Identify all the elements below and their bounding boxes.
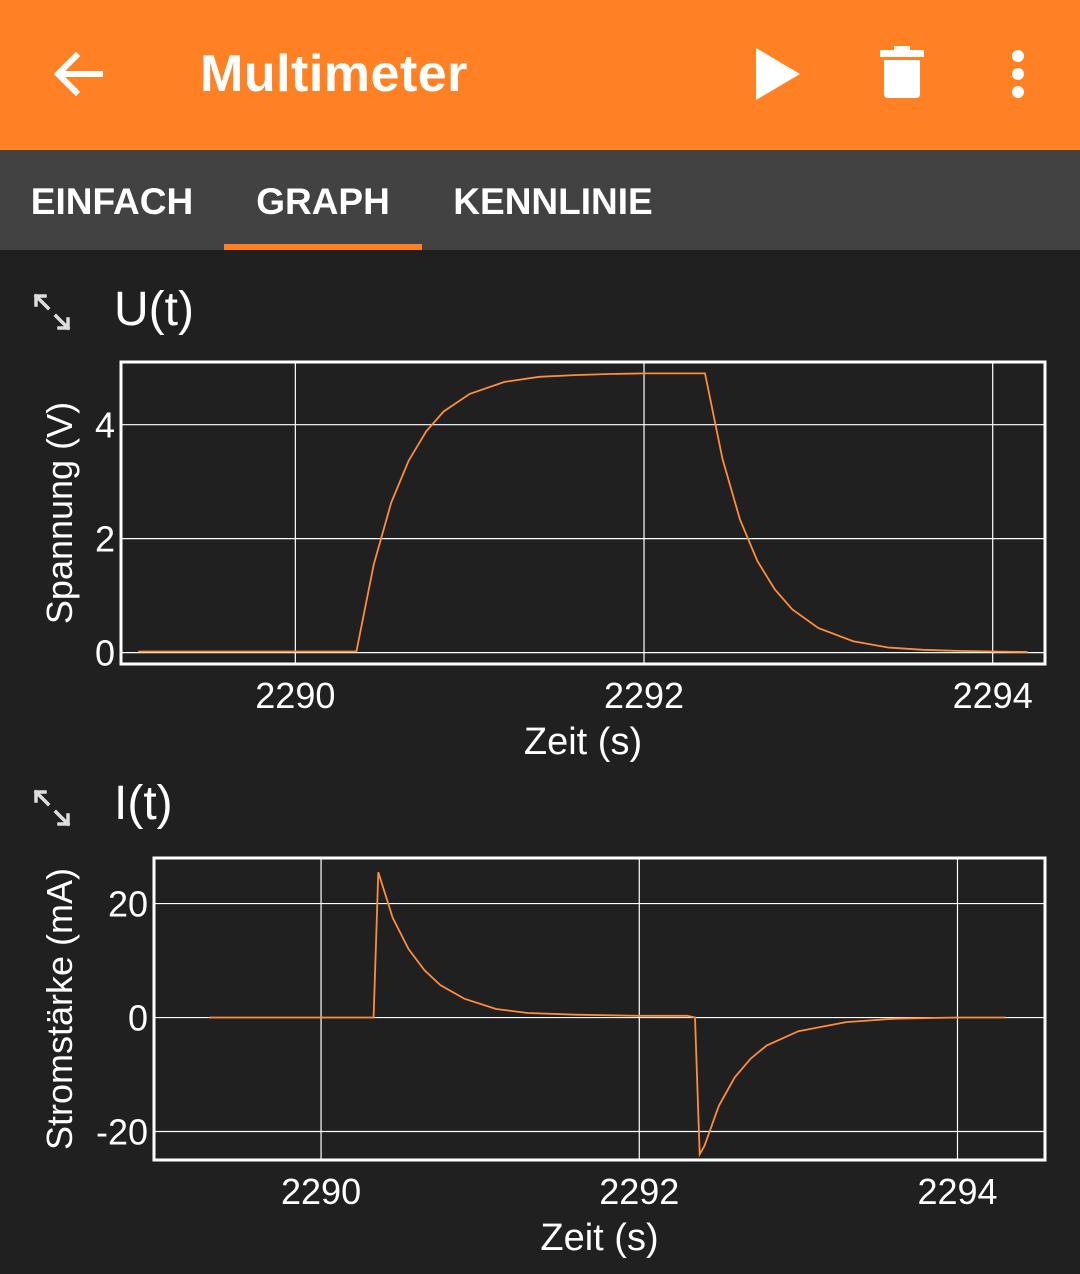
x-axis-label: Zeit (s) [524, 721, 642, 763]
y-axis-label: Stromstärke (mA) [39, 868, 80, 1150]
graph-title-u: U(t) [114, 283, 194, 336]
expand-graph-u-button[interactable] [30, 290, 74, 334]
expand-icon [33, 293, 71, 331]
more-options-button[interactable] [1000, 44, 1040, 104]
y-tick-label: 20 [108, 884, 148, 925]
chart-voltage[interactable]: 2290 2292 2294 0 2 4 Zeit (s) Spannung (V) [0, 350, 1080, 770]
y-tick-label: 0 [128, 998, 148, 1039]
tab-bar: EINFACH GRAPH KENNLINIE [0, 150, 1080, 250]
delete-button[interactable] [872, 44, 932, 104]
tab-einfach[interactable]: EINFACH [30, 181, 194, 222]
plot-frame [119, 360, 1047, 666]
y-tick-label: -20 [96, 1112, 148, 1153]
x-tick-label: 2294 [917, 1171, 997, 1212]
app-title: Multimeter [200, 45, 468, 103]
plot-frame [152, 856, 1047, 1162]
y-axis-label: Spannung (V) [39, 402, 80, 624]
y-tick-label: 0 [95, 633, 115, 674]
expand-icon [33, 789, 71, 827]
x-tick-label: 2294 [953, 675, 1033, 716]
chart-current[interactable]: 2290 2292 2294 -20 0 20 Zeit (s) Stromstärke (m… [0, 846, 1080, 1266]
x-tick-label: 2290 [281, 1171, 361, 1212]
play-button[interactable] [748, 44, 808, 108]
arrow-left-icon [53, 51, 103, 97]
series-line [209, 871, 1006, 1158]
expand-graph-i-button[interactable] [30, 786, 74, 830]
tab-kennlinie[interactable]: KENNLINIE [453, 181, 653, 222]
x-tick-label: 2290 [255, 675, 335, 716]
series-line [138, 372, 1028, 653]
graph-title-i: I(t) [114, 777, 173, 830]
x-tick-label: 2292 [599, 1171, 679, 1212]
trash-icon [880, 46, 924, 98]
more-vert-icon [1012, 50, 1024, 98]
tab-graph[interactable]: GRAPH [224, 150, 422, 250]
back-button[interactable] [48, 42, 108, 106]
x-axis-label: Zeit (s) [540, 1217, 658, 1259]
app-bar: Multimeter [0, 0, 1080, 150]
x-tick-label: 2292 [604, 675, 684, 716]
play-icon [756, 48, 800, 100]
y-tick-label: 2 [95, 519, 115, 560]
y-tick-label: 4 [95, 405, 115, 446]
